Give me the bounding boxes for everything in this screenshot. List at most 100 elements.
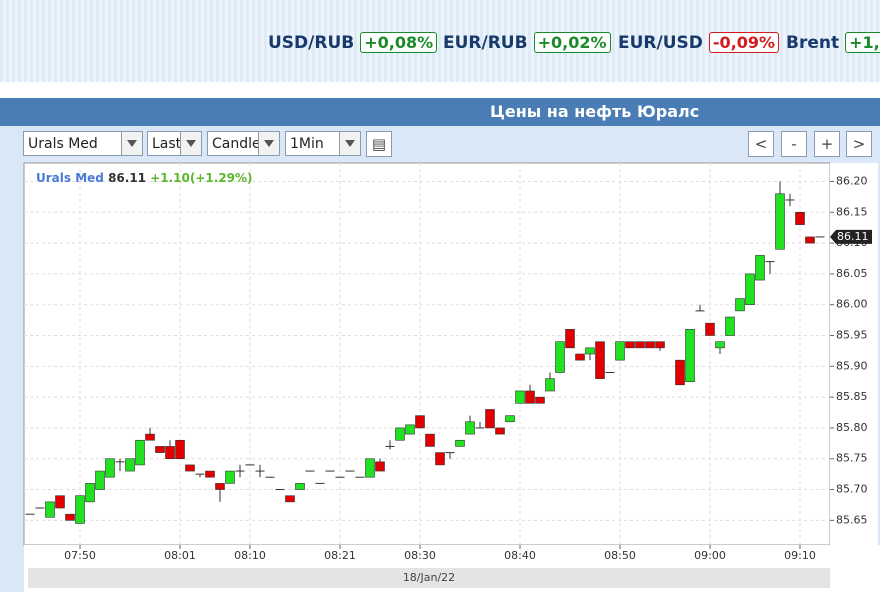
instrument-select[interactable]: Urals Med (23, 131, 143, 156)
candle-body (685, 329, 695, 383)
candle-body (85, 483, 95, 503)
axis-area (830, 163, 878, 545)
candle-body (55, 495, 65, 509)
candle-body (125, 458, 135, 472)
candle-body (615, 341, 625, 361)
x-tick-label: 09:00 (694, 549, 726, 562)
date-strip (28, 568, 830, 588)
ticker-banner: USD/RUB +0,08% EUR/RUB +0,02% EUR/USD -0,09… (0, 0, 880, 82)
candle-body (225, 470, 235, 484)
candle-body (45, 501, 55, 518)
candle-body (795, 211, 805, 225)
table-button[interactable]: ▤ (366, 131, 392, 157)
candle-body (375, 461, 385, 472)
select-text: 1Min (290, 136, 324, 152)
candle-body (745, 273, 755, 306)
candle-body (655, 341, 665, 349)
nav-button[interactable]: + (814, 131, 840, 157)
y-tick-label: 85.75 (836, 452, 868, 465)
candle-body (365, 458, 375, 478)
candle-body (645, 341, 655, 349)
plot-area (23, 162, 831, 546)
x-tick-label: 08:10 (234, 549, 266, 562)
candle-body (405, 424, 415, 435)
legend: Urals Med 86.11 +1.10(+1.29%) (36, 171, 253, 185)
ticker[interactable]: EUR/USD -0,09% (618, 32, 780, 53)
candle-body (595, 341, 605, 379)
candle-body (565, 329, 575, 349)
y-tick-label: 85.65 (836, 513, 868, 526)
nav-button[interactable]: > (846, 131, 872, 157)
candle-body (455, 439, 465, 447)
last-price-label: 86.11 (837, 230, 869, 243)
x-tick-label: 08:01 (164, 549, 196, 562)
title-bar: Цены на нефть Юралс (0, 98, 880, 126)
nav-button[interactable]: - (781, 131, 807, 157)
nav-button[interactable]: < (748, 131, 774, 157)
legend-change: +1.10(+1.29%) (150, 171, 252, 185)
select-text: Candle (212, 136, 261, 152)
candle-body (805, 236, 815, 244)
candle-body (725, 316, 735, 336)
y-tick-label: 86.05 (836, 267, 868, 280)
candle-body (585, 347, 595, 355)
ticker[interactable]: Brent+1,1 (786, 32, 880, 53)
candle-body (145, 433, 155, 441)
y-tick-label: 86.15 (836, 205, 868, 218)
candle-body (65, 513, 75, 521)
price-select[interactable]: Last (147, 131, 202, 156)
interval-select[interactable]: 1Min (285, 131, 361, 156)
y-tick-label: 85.95 (836, 329, 868, 342)
candle-body (495, 427, 505, 435)
candle-body (535, 396, 545, 404)
last-price-tag (830, 229, 872, 244)
x-tick-label: 08:30 (404, 549, 436, 562)
x-tick-label: 08:50 (604, 549, 636, 562)
candle-body (175, 439, 185, 460)
candle-body (135, 439, 145, 466)
y-tick-label: 85.80 (836, 421, 868, 434)
legend-value: 86.11 (108, 171, 146, 185)
candle-body (155, 446, 165, 453)
ticker-name: USD/RUB (268, 33, 355, 53)
chart: 86.2086.1586.1086.0586.0085.9585.9085.85… (23, 162, 880, 592)
candle-body (485, 409, 495, 429)
chart-type-select[interactable]: Candle (207, 131, 280, 156)
candle-body (635, 341, 645, 349)
candle-body (215, 483, 225, 490)
candle-body (165, 446, 175, 460)
x-tick-label: 09:10 (784, 549, 816, 562)
ticker-change: +0,08% (360, 32, 438, 53)
x-tick-label: 08:40 (504, 549, 536, 562)
candle-body (205, 470, 215, 478)
ticker-name: EUR/RUB (443, 33, 528, 53)
candle-body (735, 298, 745, 312)
ticker-change: +0,02% (533, 32, 611, 53)
x-tick-label: 07:50 (64, 549, 96, 562)
candle-body (775, 193, 785, 250)
candle-body (675, 359, 685, 386)
candle-body (755, 255, 765, 281)
candle-body (715, 341, 725, 349)
candle-body (185, 464, 195, 472)
candle-body (545, 378, 555, 392)
page-title: Цены на нефть Юралс (490, 102, 700, 121)
ticker[interactable]: USD/RUB +0,08% (268, 32, 438, 53)
legend-name: Urals Med (36, 171, 104, 185)
x-axis-label: 18/Jan/22 (403, 571, 455, 584)
ticker-name: Brent (786, 33, 840, 53)
select-text: Urals Med (28, 136, 98, 152)
candle-body (555, 341, 565, 373)
candle-body (395, 427, 405, 441)
candle-body (295, 483, 305, 490)
x-tick-label: 08:21 (324, 549, 356, 562)
ticker-change: +1,1 (845, 32, 880, 53)
candle-body (515, 390, 525, 404)
ticker[interactable]: EUR/RUB +0,02% (443, 32, 611, 53)
candle-body (525, 390, 535, 404)
candle-body (705, 322, 715, 336)
y-tick-label: 85.70 (836, 483, 868, 496)
spacer (0, 82, 880, 98)
